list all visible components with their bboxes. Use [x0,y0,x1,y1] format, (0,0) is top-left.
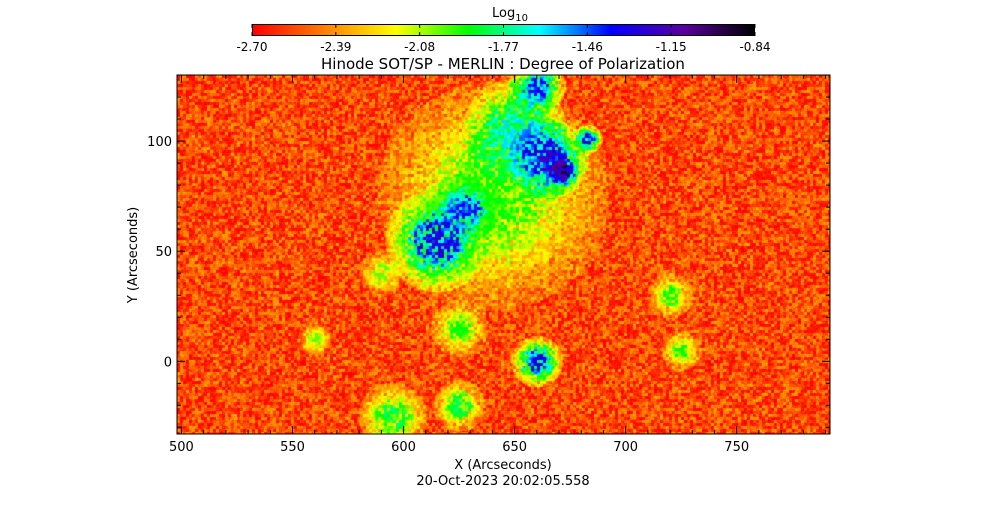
colorbar-tick-label: -1.46 [572,40,603,54]
colorbar-tick-label: -1.77 [488,40,519,54]
y-tick-label: 0 [164,355,172,370]
colorbar-tick-label: -0.84 [739,40,770,54]
chart-title: Hinode SOT/SP - MERLIN : Degree of Polar… [321,55,685,73]
polarization-heatmap [177,75,830,434]
x-tick-label: 700 [613,440,638,455]
colorbar-tick-label: -1.15 [656,40,687,54]
x-axis-label: X (Arcseconds) [454,458,551,473]
y-tick-label: 100 [147,135,172,150]
timestamp: 20-Oct-2023 20:02:05.558 [416,474,589,489]
y-axis-label: Y (Arcseconds) [126,207,141,304]
x-tick-label: 500 [169,440,194,455]
colorbar-tick-label: -2.08 [404,40,435,54]
x-tick-label: 550 [280,440,305,455]
colorbar-tick-label: -2.39 [320,40,351,54]
x-tick-label: 600 [391,440,416,455]
y-tick-label: 50 [155,245,172,260]
x-tick-label: 750 [724,440,749,455]
colorbar-label: Log10 [492,6,528,24]
x-tick-label: 650 [502,440,527,455]
colorbar-tick-label: -2.70 [236,40,267,54]
plot-frame [176,74,831,435]
